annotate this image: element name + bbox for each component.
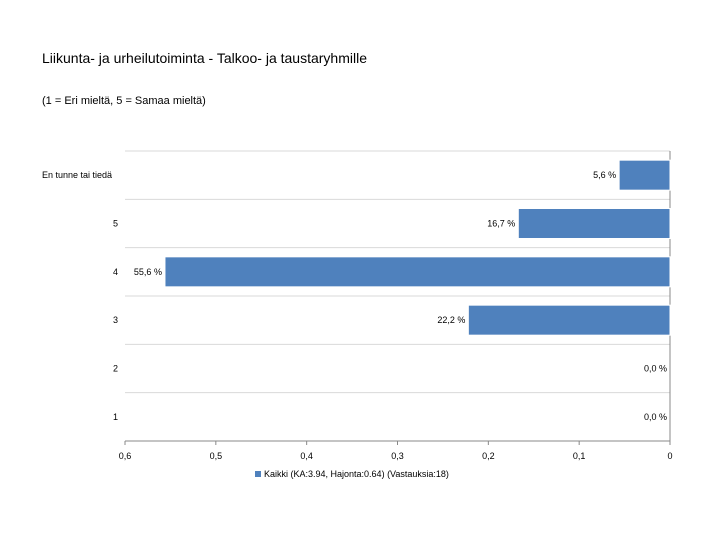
- category-label: 1: [113, 412, 118, 422]
- bar: [164, 256, 671, 288]
- category-label: 2: [113, 364, 118, 374]
- category-label: En tunne tai tiedä: [42, 170, 112, 180]
- x-tick-label: 0,3: [391, 451, 404, 461]
- x-tick-label: 0,1: [573, 451, 586, 461]
- data-label: 16,7 %: [487, 219, 515, 229]
- legend-swatch: [255, 471, 261, 477]
- category-label: 4: [113, 267, 118, 277]
- bar: [618, 159, 671, 191]
- x-tick-label: 0: [667, 451, 672, 461]
- data-label: 0,0 %: [644, 412, 667, 422]
- data-label: 22,2 %: [437, 315, 465, 325]
- data-label: 55,6 %: [134, 267, 162, 277]
- legend-label: Kaikki (KA:3.94, Hajonta:0.64) (Vastauks…: [264, 469, 449, 479]
- x-tick-label: 0,4: [300, 451, 313, 461]
- legend: Kaikki (KA:3.94, Hajonta:0.64) (Vastauks…: [255, 469, 449, 479]
- chart-subtitle: (1 = Eri mieltä, 5 = Samaa mieltä): [42, 95, 206, 107]
- x-tick-label: 0,2: [482, 451, 495, 461]
- bar: [467, 304, 671, 336]
- x-tick-label: 0,5: [210, 451, 223, 461]
- category-label: 3: [113, 315, 118, 325]
- x-tick-label: 0,6: [119, 451, 132, 461]
- data-label: 0,0 %: [644, 364, 667, 374]
- category-label: 5: [113, 219, 118, 229]
- bar: [517, 208, 671, 239]
- chart-title: Liikunta- ja urheilutoiminta - Talkoo- j…: [42, 50, 368, 66]
- data-label: 5,6 %: [593, 170, 616, 180]
